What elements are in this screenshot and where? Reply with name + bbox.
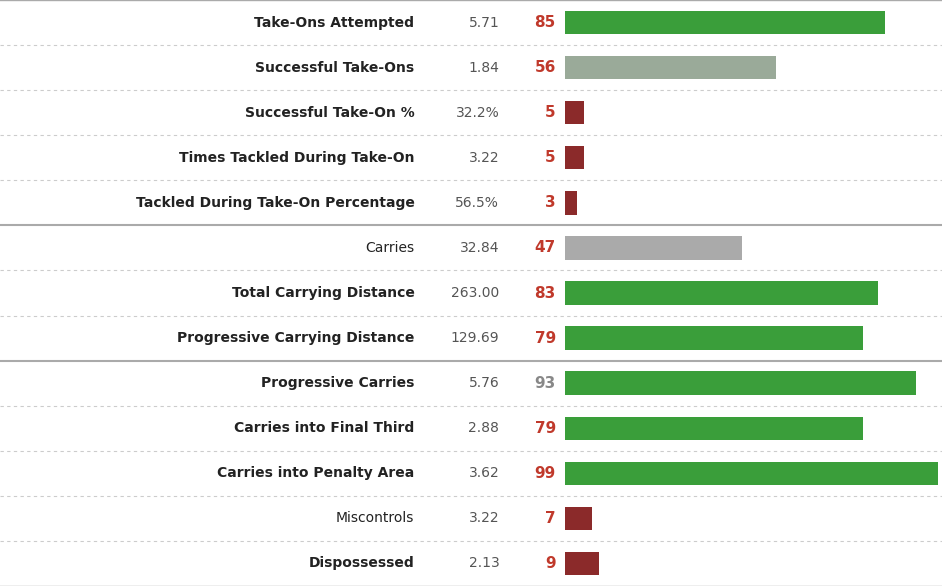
Text: 9: 9: [545, 556, 556, 571]
Text: 1.84: 1.84: [468, 60, 499, 74]
Text: 2.88: 2.88: [468, 421, 499, 435]
Text: Total Carrying Distance: Total Carrying Distance: [232, 286, 414, 300]
Text: Successful Take-On %: Successful Take-On %: [245, 105, 414, 120]
Bar: [565, 417, 863, 440]
Text: Take-Ons Attempted: Take-Ons Attempted: [254, 16, 414, 29]
Text: 5.76: 5.76: [468, 376, 499, 390]
Text: Progressive Carrying Distance: Progressive Carrying Distance: [177, 331, 414, 345]
Text: Tackled During Take-On Percentage: Tackled During Take-On Percentage: [136, 196, 414, 210]
Text: 5: 5: [545, 105, 556, 120]
Bar: [565, 326, 863, 350]
Text: Carries into Final Third: Carries into Final Third: [235, 421, 414, 435]
Text: 56: 56: [534, 60, 556, 75]
Text: 99: 99: [534, 466, 556, 481]
Text: 5: 5: [545, 150, 556, 165]
Bar: [565, 101, 584, 124]
Bar: [565, 462, 938, 485]
Text: 83: 83: [534, 285, 556, 301]
Text: 5.71: 5.71: [468, 16, 499, 29]
Text: 263.00: 263.00: [451, 286, 499, 300]
Bar: [565, 236, 742, 260]
Text: 85: 85: [534, 15, 556, 30]
Text: 3: 3: [545, 195, 556, 210]
Text: 3.62: 3.62: [468, 466, 499, 481]
Text: 93: 93: [534, 376, 556, 391]
Text: 32.84: 32.84: [460, 241, 499, 255]
Bar: [565, 507, 592, 530]
Bar: [565, 56, 776, 79]
Bar: [565, 552, 599, 575]
Text: 2.13: 2.13: [468, 557, 499, 570]
Bar: [565, 281, 878, 305]
Bar: [565, 146, 584, 169]
Bar: [565, 372, 916, 395]
Text: 56.5%: 56.5%: [455, 196, 499, 210]
Text: 79: 79: [534, 331, 556, 346]
Text: 79: 79: [534, 421, 556, 436]
Text: Times Tackled During Take-On: Times Tackled During Take-On: [179, 151, 414, 165]
Text: Carries into Penalty Area: Carries into Penalty Area: [218, 466, 414, 481]
Bar: [565, 191, 577, 214]
Text: Dispossessed: Dispossessed: [309, 557, 414, 570]
Text: 3.22: 3.22: [468, 151, 499, 165]
Text: Successful Take-Ons: Successful Take-Ons: [255, 60, 414, 74]
Text: Progressive Carries: Progressive Carries: [261, 376, 414, 390]
Text: Carries: Carries: [365, 241, 414, 255]
Text: 47: 47: [534, 240, 556, 255]
Text: 32.2%: 32.2%: [456, 105, 499, 120]
Bar: [565, 11, 885, 34]
Text: Miscontrols: Miscontrols: [336, 512, 414, 526]
Text: 7: 7: [545, 511, 556, 526]
Text: 3.22: 3.22: [468, 512, 499, 526]
Text: 129.69: 129.69: [450, 331, 499, 345]
